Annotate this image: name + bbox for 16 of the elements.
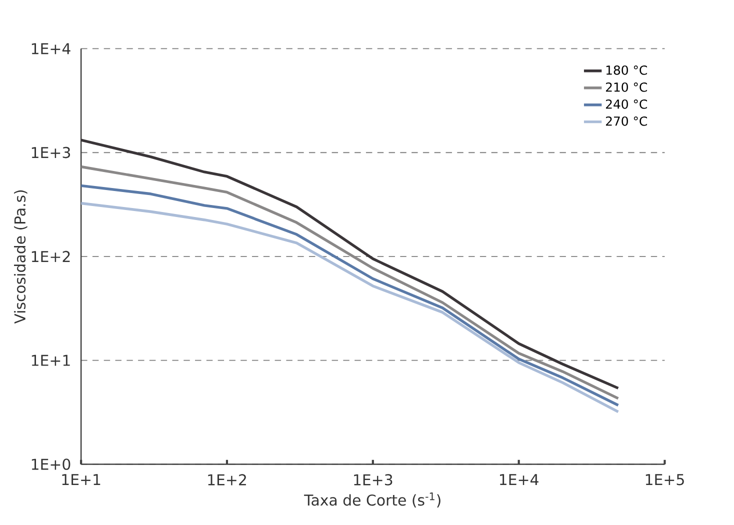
legend-label: 240 °C <box>606 100 647 109</box>
x-axis-title: Taxa de Corte (s$^{-1}$) <box>304 492 440 508</box>
y-tick-label: 1E+4 <box>32 43 70 54</box>
y-tick-label: 1E+0 <box>32 458 70 470</box>
legend-label: 270 °C <box>606 116 647 126</box>
x-tick-label: 1E+3 <box>354 474 392 486</box>
legend-label: 180 °C <box>606 66 647 76</box>
legend-label: 210 °C <box>606 82 647 92</box>
x-tick-label: 1E+5 <box>646 474 684 486</box>
y-tick-label: 1E+2 <box>32 251 70 262</box>
x-tick-label: 1E+1 <box>62 474 100 486</box>
y-tick-label: 1E+1 <box>32 355 70 366</box>
y-axis-title: Viscosidade (Pa.s) <box>14 190 28 324</box>
y-tick-label: 1E+3 <box>32 147 70 158</box>
x-tick-label: 1E+2 <box>208 474 246 486</box>
x-tick-label: 1E+4 <box>500 474 538 486</box>
